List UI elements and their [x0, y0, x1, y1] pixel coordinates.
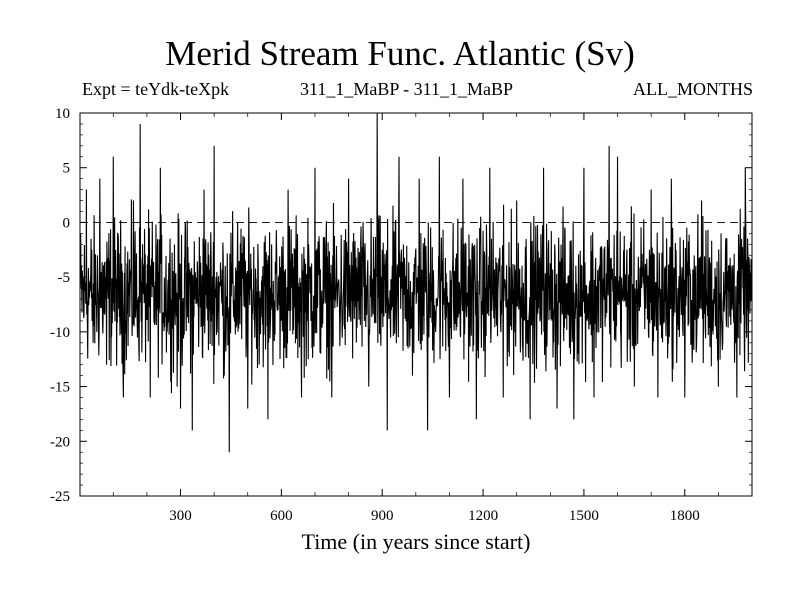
- y-tick-label: -10: [50, 325, 70, 341]
- series-line: [79, 112, 753, 453]
- y-tick-label: 5: [63, 161, 71, 177]
- x-tick-label: 300: [169, 508, 192, 524]
- chart-title: Merid Stream Func. Atlantic (Sv): [165, 34, 635, 73]
- experiment-label: Expt = teYdk-teXpk: [82, 79, 230, 99]
- months-label: ALL_MONTHS: [633, 79, 753, 99]
- y-tick-label: -25: [50, 489, 70, 505]
- x-axis-label: Time (in years since start): [301, 529, 531, 554]
- x-tick-label: 1200: [468, 508, 498, 524]
- x-tick-label: 900: [371, 508, 394, 524]
- y-tick-label: -15: [50, 380, 70, 396]
- y-tick-label: 10: [55, 106, 70, 122]
- x-tick-label: 600: [270, 508, 293, 524]
- experiment-pair-label: 311_1_MaBP - 311_1_MaBP: [300, 79, 514, 99]
- x-tick-label: 1500: [569, 508, 599, 524]
- x-tick-label: 1800: [670, 508, 700, 524]
- y-tick-label: -5: [58, 270, 71, 286]
- y-tick-label: -20: [50, 434, 70, 450]
- y-tick-label: 0: [63, 215, 71, 231]
